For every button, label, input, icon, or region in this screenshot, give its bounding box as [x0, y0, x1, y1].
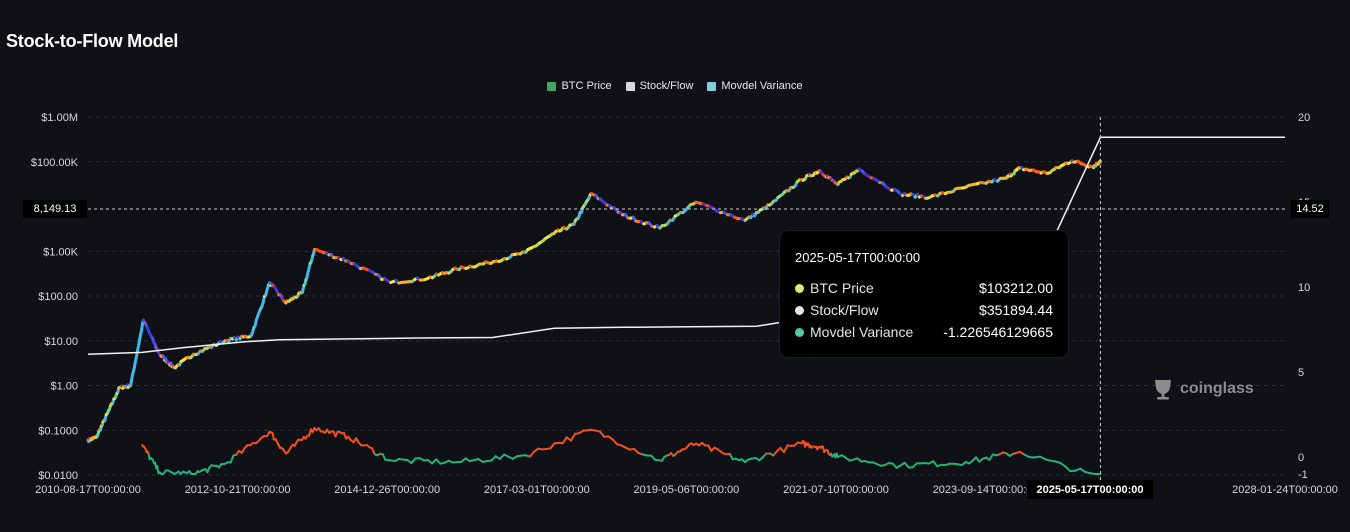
- x-tick-label: 2023-09-14T00:00:00: [933, 484, 1039, 496]
- y-right-tick-label: 20: [1298, 112, 1310, 124]
- movdel-variance-segment: [650, 454, 657, 462]
- y-left-tick-label: $0.0100: [38, 470, 78, 482]
- y-left-tick-label: $0.1000: [38, 425, 78, 437]
- movdel-variance-segment: [229, 454, 235, 464]
- crosshair: [88, 117, 1285, 480]
- tooltip-series-value: $103212.00: [979, 280, 1053, 296]
- x-tick-label: 2028-01-24T00:00:00: [1232, 484, 1338, 496]
- chart-tooltip: 2025-05-17T00:00:00 BTC Price $103212.00…: [780, 231, 1068, 357]
- movdel-variance-segment: [528, 450, 535, 458]
- legend-label-movdel-variance: Movdel Variance: [721, 80, 803, 92]
- tooltip-row-movdel-variance: Movdel Variance -1.226546129665: [795, 324, 1053, 340]
- x-tick-label: 2014-12-26T00:00:00: [334, 484, 440, 496]
- chart-series: [86, 136, 1285, 475]
- stock-flow-line: [87, 136, 1285, 355]
- movdel-variance-segment: [561, 436, 568, 445]
- legend-label-btc-price: BTC Price: [561, 80, 612, 92]
- x-tick-label: 2019-05-06T00:00:00: [633, 484, 739, 496]
- legend-swatch-stock-flow: [625, 81, 635, 91]
- tooltip-dot-icon: [795, 327, 804, 337]
- y-right-tick-label: 5: [1298, 367, 1304, 379]
- movdel-variance-segment: [728, 452, 734, 461]
- y-left-tick-label: $1.00: [50, 381, 78, 393]
- movdel-variance-segment: [633, 447, 640, 455]
- x-tick-label: 2012-10-21T00:00:00: [185, 484, 291, 496]
- coinglass-logo-icon: [1155, 380, 1171, 400]
- movdel-variance-segment: [490, 455, 497, 462]
- y-axis-right: 20151050-1: [1298, 112, 1310, 481]
- watermark: coinglass: [1152, 377, 1254, 401]
- tooltip-series-value: $351894.44: [979, 302, 1053, 318]
- legend-item-movdel-variance[interactable]: Movdel Variance: [707, 80, 803, 92]
- x-tick-label: 2017-03-01T00:00:00: [484, 484, 590, 496]
- movdel-variance-segment: [498, 453, 506, 460]
- movdel-variance-segment: [381, 453, 387, 461]
- legend-item-stock-flow[interactable]: Stock/Flow: [625, 80, 694, 92]
- y-left-tick-label: $10.00: [44, 336, 78, 348]
- tooltip-dot-icon: [795, 305, 804, 315]
- movdel-variance-segment: [1079, 467, 1087, 473]
- y-left-tick-label: $1.00M: [41, 112, 78, 124]
- tooltip-series-name: Movdel Variance: [810, 324, 914, 340]
- cursor-y-left-label: 8,149.13: [23, 200, 87, 218]
- legend-item-btc-price[interactable]: BTC Price: [547, 80, 612, 92]
- movdel-variance-segment: [569, 432, 577, 442]
- tooltip-dot-icon: [795, 283, 804, 293]
- movdel-variance-segment: [549, 442, 556, 450]
- y-axis-left: $1.00M $100.00K $1.00K $100.00 $10.00 $1.00 $0…: [31, 112, 79, 482]
- legend-label-stock-flow: Stock/Flow: [639, 80, 694, 92]
- x-tick-label: 2010-08-17T00:00:00: [35, 484, 141, 496]
- tooltip-series-name: BTC Price: [810, 280, 874, 296]
- y-right-tick-label: 10: [1298, 282, 1310, 294]
- cursor-y-right-label: 14.52: [1291, 200, 1329, 218]
- tooltip-row-btc-price: BTC Price $103212.00: [795, 280, 1053, 296]
- movdel-variance-segment: [903, 461, 910, 469]
- page-title: Stock-to-Flow Model: [6, 31, 179, 51]
- movdel-variance-segment: [435, 458, 442, 465]
- y-right-tick-label: -1: [1298, 469, 1308, 481]
- tooltip-time: 2025-05-17T00:00:00: [795, 250, 921, 265]
- legend-swatch-movdel-variance: [707, 81, 717, 91]
- legend-swatch-btc-price: [547, 81, 557, 91]
- y-left-tick-label: $100.00K: [31, 157, 79, 169]
- tooltip-series-name: Stock/Flow: [810, 302, 879, 318]
- watermark-text: coinglass: [1180, 380, 1254, 397]
- y-left-tick-label: $1.00K: [43, 246, 79, 258]
- chart-grid: [88, 116, 1285, 476]
- movdel-variance-segment: [932, 460, 939, 468]
- tooltip-row-stock-flow: Stock/Flow $351894.44: [795, 302, 1053, 318]
- y-right-tick-label: 0: [1298, 452, 1304, 464]
- movdel-variance-segment: [988, 453, 994, 461]
- movdel-variance-segment: [410, 457, 417, 464]
- movdel-variance-segment: [1059, 461, 1067, 468]
- movdel-variance-segment: [371, 447, 376, 456]
- movdel-variance-segment: [156, 464, 160, 475]
- y-left-tick-label: $100.00: [38, 291, 78, 303]
- movdel-variance-segment: [611, 438, 619, 446]
- chart-legend: BTC Price Stock/Flow Movdel Variance: [0, 80, 1350, 92]
- movdel-variance-segment: [599, 430, 606, 438]
- movdel-variance-segment: [1064, 465, 1072, 473]
- tooltip-series-value: -1.226546129665: [943, 324, 1053, 340]
- cursor-x-label: 2025-05-17T00:00:00: [1027, 480, 1153, 499]
- movdel-variance-segment: [782, 444, 789, 454]
- x-tick-label: 2021-07-10T00:00:00: [783, 484, 889, 496]
